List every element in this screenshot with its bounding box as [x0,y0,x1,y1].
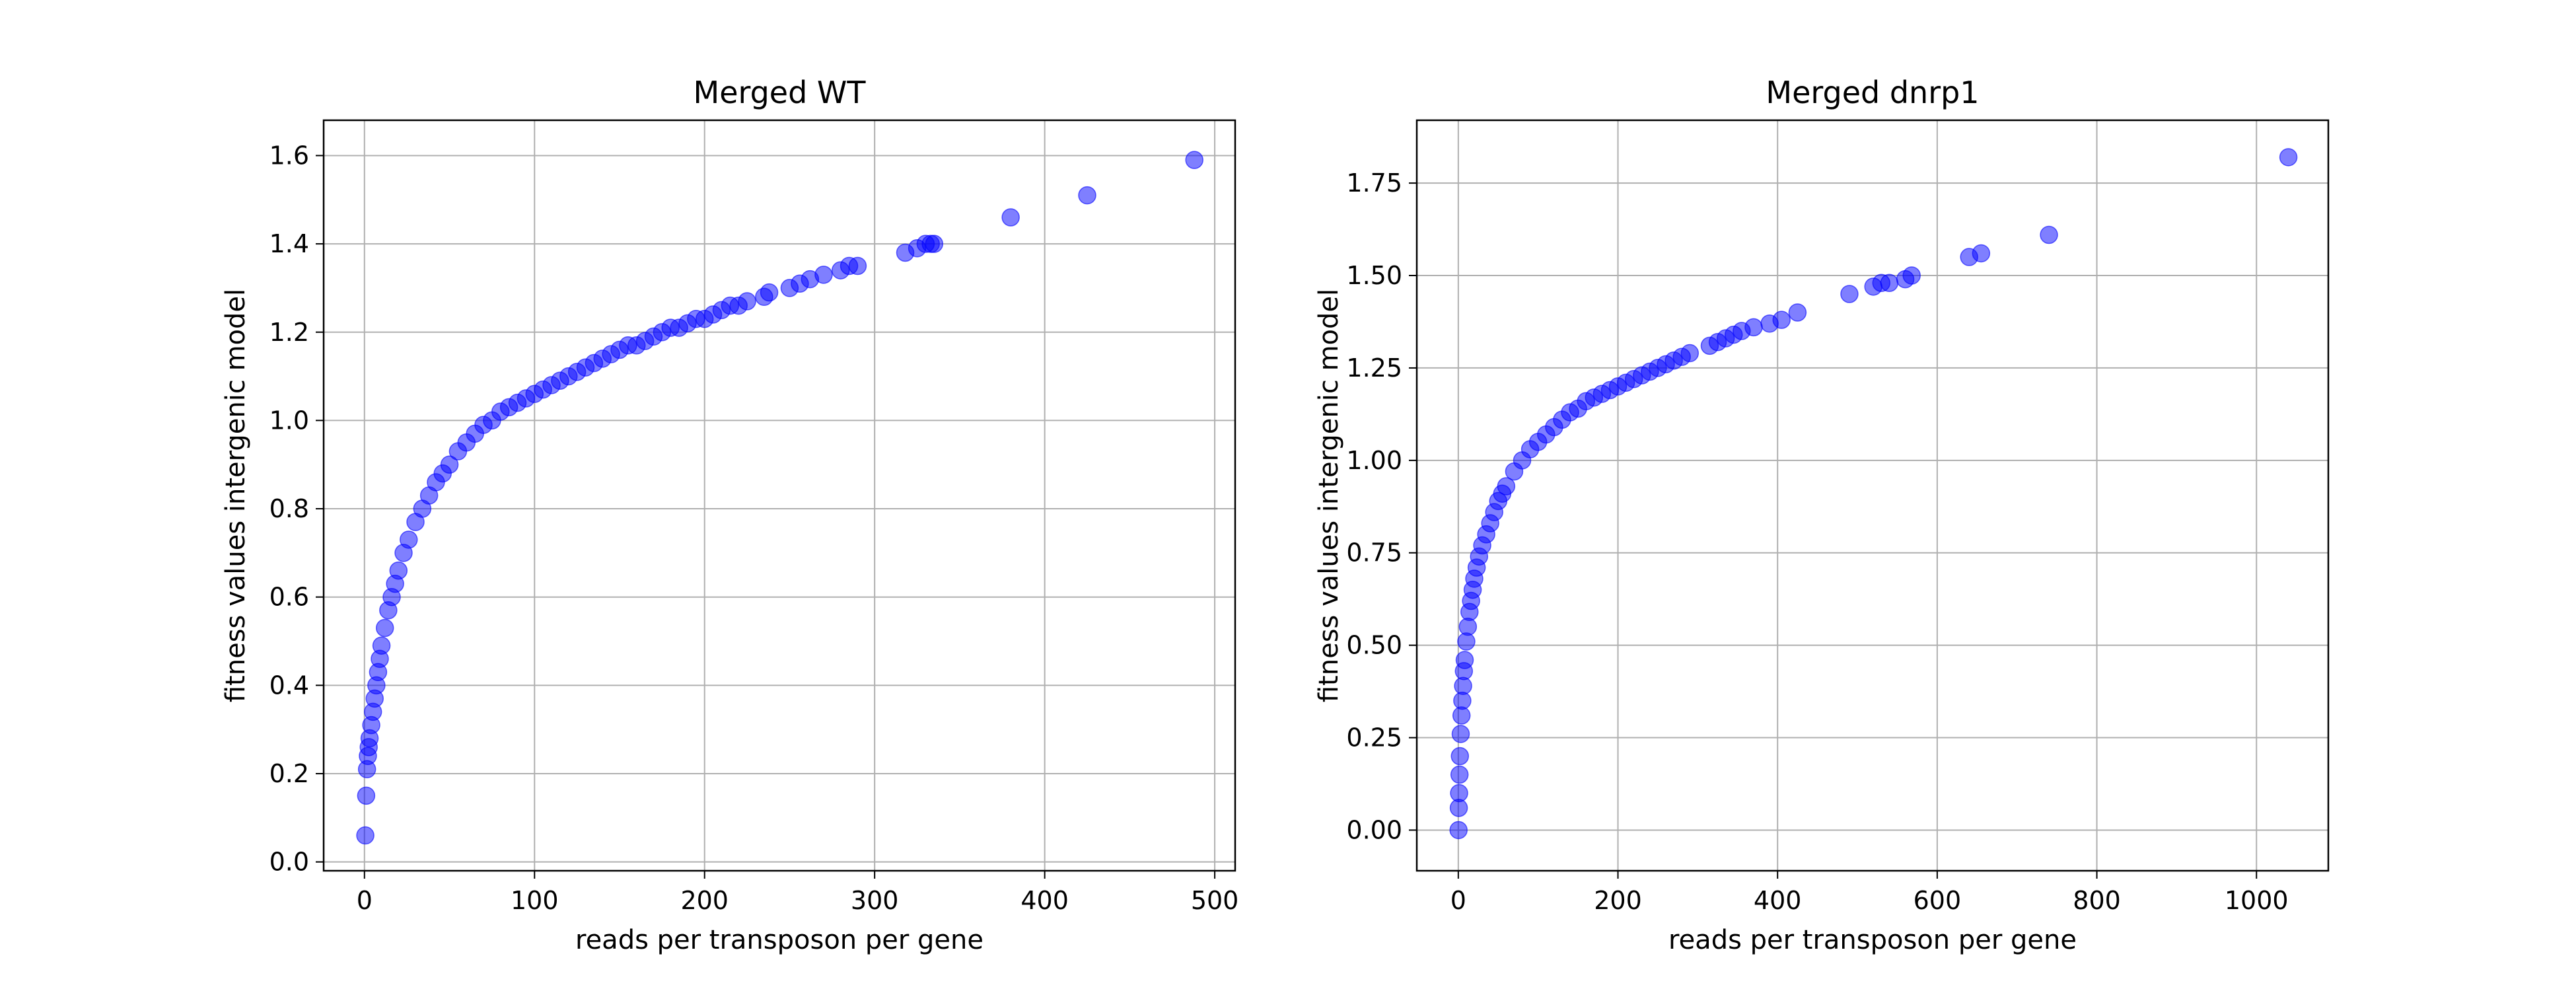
wt-data-point [375,618,394,638]
wt-y-tick-label: 0.8 [269,494,309,523]
dnrp1-data-point [1497,477,1516,495]
wt-y-tick-label: 0.4 [269,671,309,700]
dnrp1-y-tick-label: 0.50 [1346,631,1402,660]
dnrp1-data-points [1449,148,2298,840]
dnrp1-y-tick-label: 0.25 [1346,723,1402,752]
dnrp1-data-point [1840,285,1859,303]
wt-data-point [1001,208,1020,227]
wt-x-tick-label: 200 [680,886,729,915]
wt-x-axis-label: reads per transposon per gene [575,925,984,955]
wt-chart-title: Merged WT [694,75,867,110]
wt-data-point [848,256,867,275]
dnrp1-data-point [1455,651,1474,669]
wt-y-tick-label: 1.6 [269,141,309,170]
wt-x-tick-label: 100 [511,886,559,915]
wt-data-point [440,455,459,474]
dnrp1-data-point [2279,148,2298,166]
wt-data-point [372,636,391,655]
wt-data-point [760,283,779,302]
wt-data-point [357,786,376,805]
dnrp1-axes-frame [1415,119,2330,872]
dnrp1-data-point [1680,344,1699,363]
dnrp1-x-axis-label: reads per transposon per gene [1668,925,2077,955]
dnrp1-data-point [1450,747,1470,766]
wt-data-points [356,151,1203,845]
dnrp1-data-point [1902,266,1921,285]
wt-data-point [399,531,418,549]
wt-y-tick-label: 0.0 [269,848,309,877]
wt-x-tick-label: 400 [1020,886,1069,915]
dnrp1-y-tick-label: 0.00 [1346,815,1402,844]
dnrp1-data-point [1744,318,1763,337]
dnrp1-y-tick-label: 0.75 [1346,538,1402,568]
wt-data-point [738,292,756,311]
dnrp1-data-point [1772,311,1791,329]
dnrp1-data-point [1449,821,1468,840]
dnrp1-y-tick-label: 1.75 [1346,168,1402,198]
wt-axes-frame [322,119,1236,872]
wt-x-tick-label: 0 [357,886,373,915]
dnrp1-x-tick-label: 800 [2073,886,2121,915]
wt-data-point [814,266,833,284]
wt-y-axis-label: fitness values intergenic model [221,289,251,702]
dnrp1-subplot: 0 200 400 600 800 1000 0.00 0.25 0.50 0.75 1.00 1.2… [1314,75,2330,955]
wt-data-point [1078,186,1096,205]
dnrp1-chart-title: Merged dnrp1 [1766,75,1979,110]
wt-data-point [389,561,408,580]
dnrp1-data-point [2040,225,2058,244]
dnrp1-data-point [1788,303,1807,322]
dnrp1-data-point [1451,725,1470,743]
dnrp1-x-tick-label: 0 [1450,886,1466,915]
wt-data-point [356,826,375,845]
dnrp1-x-tick-label: 400 [1754,886,1802,915]
wt-y-tick-label: 1.2 [269,318,309,347]
dnrp1-y-tick-label: 1.00 [1346,446,1402,475]
wt-data-point [925,235,944,253]
dnrp1-x-tick-label: 200 [1594,886,1642,915]
wt-y-tick-label: 0.6 [269,583,309,612]
wt-subplot: 0 100 200 300 400 500 0.0 0.2 0.4 0.6 0.8 1.0 1.2 1.4… [221,75,1238,955]
dnrp1-y-tick-label: 1.50 [1346,261,1402,290]
dnrp1-data-point [1450,784,1468,803]
dnrp1-data-point [1972,244,1991,263]
wt-y-tick-label: 1.4 [269,229,309,258]
dnrp1-data-point [1880,274,1899,292]
dnrp1-y-axis-label: fitness values intergenic model [1314,289,1344,702]
wt-y-tick-label: 1.0 [269,406,309,435]
wt-y-tick-label: 0.2 [269,759,309,788]
dnrp1-y-tick-label: 1.25 [1346,353,1402,383]
dnrp1-data-point [1450,765,1469,784]
dnrp1-x-tick-label: 1000 [2225,886,2289,915]
wt-data-point [1185,151,1203,169]
wt-x-tick-label: 300 [851,886,899,915]
dnrp1-x-tick-label: 600 [1914,886,1962,915]
wt-x-tick-label: 500 [1191,886,1239,915]
